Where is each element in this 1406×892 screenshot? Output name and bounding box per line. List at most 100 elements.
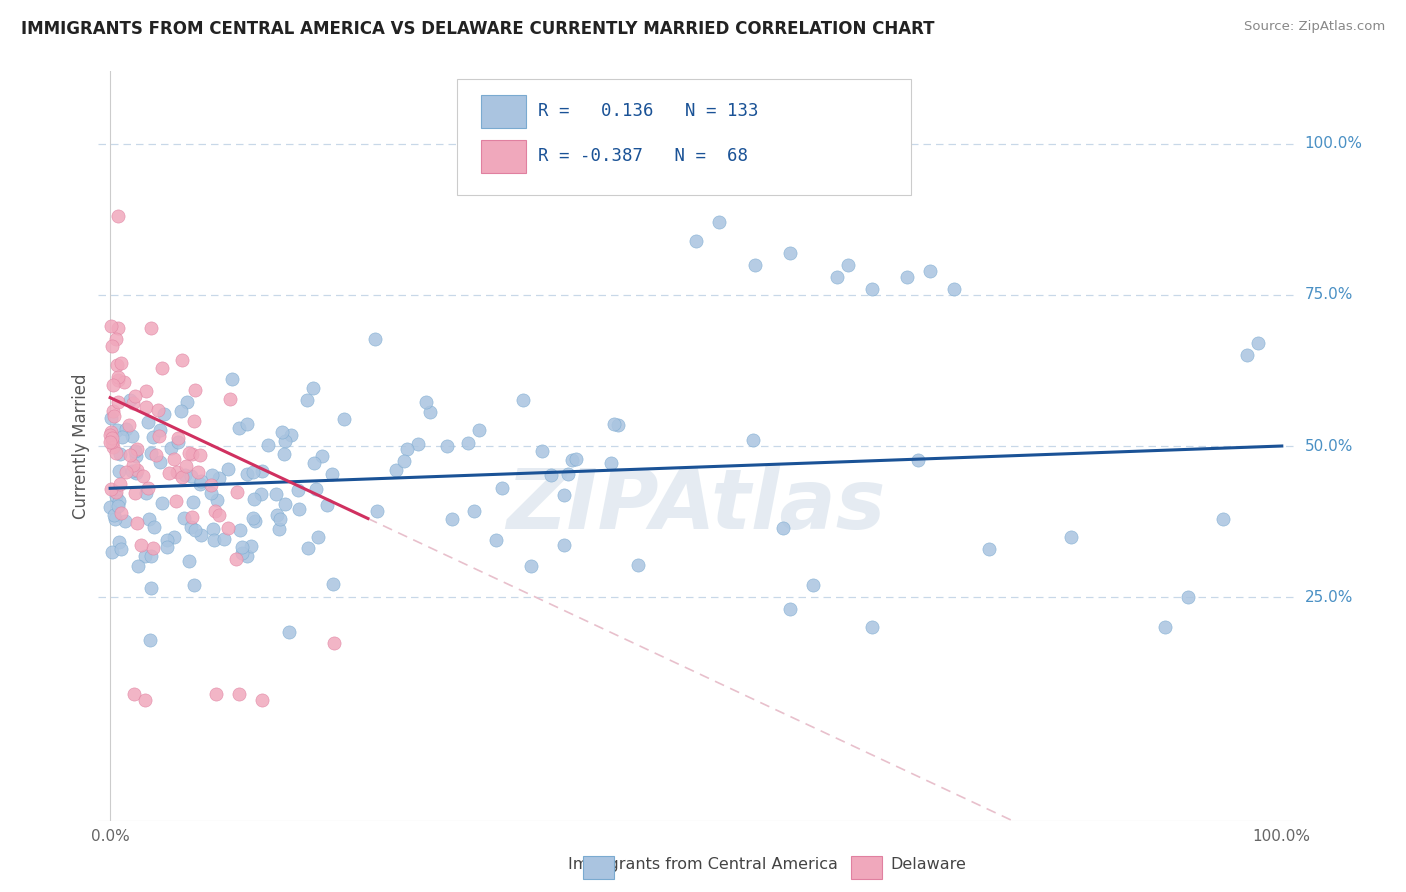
Text: 75.0%: 75.0% xyxy=(1305,287,1353,302)
Point xyxy=(100,425,122,439)
Point xyxy=(942,282,965,296)
Point xyxy=(125,463,148,477)
Point xyxy=(190,448,212,462)
Point xyxy=(101,404,124,418)
FancyBboxPatch shape xyxy=(481,95,526,128)
Point xyxy=(468,423,491,437)
Point xyxy=(323,636,346,650)
Point xyxy=(297,541,319,555)
Point xyxy=(162,530,184,544)
Point xyxy=(274,497,297,511)
Point xyxy=(125,442,148,456)
Point xyxy=(384,463,406,477)
Point xyxy=(225,552,247,566)
Text: R =   0.136   N = 133: R = 0.136 N = 133 xyxy=(538,102,759,120)
Point xyxy=(134,693,156,707)
Point xyxy=(179,554,201,568)
Point xyxy=(627,558,650,573)
Point xyxy=(150,361,173,376)
Point xyxy=(295,393,318,408)
Point xyxy=(273,447,295,461)
Point xyxy=(143,520,166,534)
Point xyxy=(156,533,179,547)
Point xyxy=(607,418,630,433)
Point xyxy=(187,465,209,479)
Point xyxy=(104,446,127,460)
Point xyxy=(226,485,249,500)
Point xyxy=(600,456,623,470)
Text: ZIPAtlas: ZIPAtlas xyxy=(506,466,886,547)
Text: Source: ZipAtlas.com: Source: ZipAtlas.com xyxy=(1244,20,1385,33)
Point xyxy=(107,394,129,409)
Point xyxy=(108,494,131,508)
Point xyxy=(907,452,929,467)
Point xyxy=(419,404,441,418)
Point xyxy=(1060,530,1083,544)
Point xyxy=(100,410,122,425)
Point xyxy=(180,468,202,483)
Point xyxy=(1177,590,1199,604)
Point xyxy=(138,512,160,526)
Point xyxy=(305,482,328,496)
Point xyxy=(139,549,162,564)
Point xyxy=(825,269,848,284)
Point xyxy=(100,482,122,496)
Point xyxy=(100,545,122,559)
Point xyxy=(101,440,124,454)
Point xyxy=(145,448,167,462)
Point xyxy=(115,466,138,480)
Point xyxy=(553,538,575,552)
Point xyxy=(100,339,122,353)
Point xyxy=(103,378,125,392)
Point xyxy=(98,427,121,442)
Point xyxy=(779,602,801,616)
Point xyxy=(205,493,228,508)
Point xyxy=(212,532,235,546)
Point xyxy=(201,468,224,483)
Point xyxy=(530,444,553,458)
Text: 100.0%: 100.0% xyxy=(1305,136,1362,152)
Point xyxy=(217,521,239,535)
Point xyxy=(709,215,731,229)
Point xyxy=(208,508,231,522)
Point xyxy=(183,414,205,428)
Point xyxy=(107,370,129,384)
Point xyxy=(200,486,222,500)
Point xyxy=(243,514,266,528)
Point xyxy=(457,435,479,450)
Point xyxy=(236,417,259,431)
Point xyxy=(333,412,356,426)
Point xyxy=(103,409,125,423)
Text: Immigrants from Central America: Immigrants from Central America xyxy=(568,857,838,872)
Point xyxy=(415,395,437,409)
Point xyxy=(221,372,243,386)
Point xyxy=(114,515,136,529)
Point xyxy=(287,483,309,497)
Point xyxy=(125,516,148,530)
Point xyxy=(307,530,329,544)
Point xyxy=(236,467,259,481)
Point xyxy=(121,458,143,472)
Point xyxy=(256,438,278,452)
Point xyxy=(107,373,129,387)
Point xyxy=(565,451,588,466)
Point xyxy=(269,512,291,526)
Point xyxy=(204,687,226,701)
Point xyxy=(180,520,202,534)
Point xyxy=(280,428,302,442)
Point xyxy=(219,392,242,407)
Point xyxy=(217,462,239,476)
Point xyxy=(122,687,145,701)
Point xyxy=(250,487,273,501)
Point xyxy=(174,459,197,474)
Point xyxy=(105,332,128,346)
Point xyxy=(176,394,198,409)
Point xyxy=(252,693,274,707)
Point xyxy=(685,234,707,248)
Point xyxy=(181,495,204,509)
Point xyxy=(231,540,253,554)
Point xyxy=(110,506,132,520)
Point xyxy=(239,539,262,553)
Point xyxy=(110,356,132,370)
Point xyxy=(271,425,294,439)
